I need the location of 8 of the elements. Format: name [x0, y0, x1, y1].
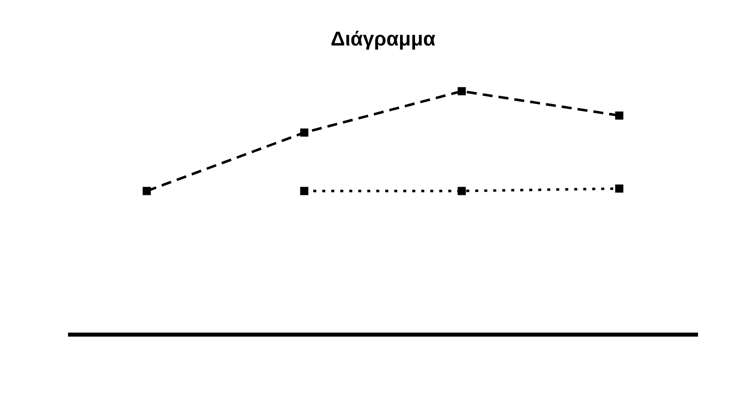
point — [458, 186, 466, 196]
point — [142, 186, 151, 196]
point — [615, 184, 624, 193]
point — [615, 111, 624, 120]
chart-title: Διάγραμμα — [330, 28, 436, 51]
point — [300, 128, 308, 137]
point — [458, 87, 466, 96]
point — [300, 186, 308, 196]
